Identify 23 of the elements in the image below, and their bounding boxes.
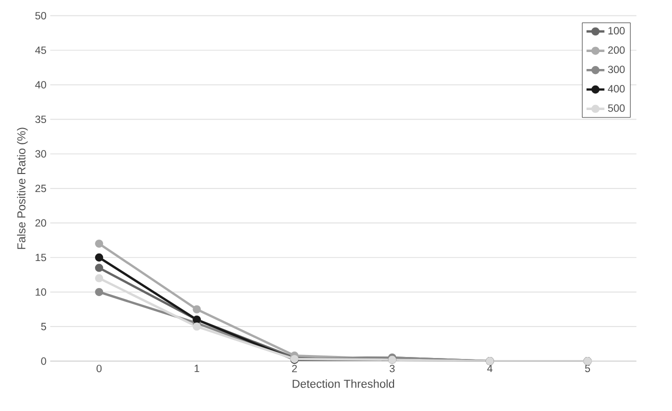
y-tick-label: 10 <box>36 288 46 296</box>
x-tick-label: 1 <box>194 364 200 372</box>
y-tick-label: 20 <box>35 219 46 226</box>
y-tick-label: 0 <box>41 357 46 365</box>
x-tick-label: 2 <box>292 364 297 372</box>
y-tick-label: 25 <box>35 184 46 192</box>
y-tick-label: 40 <box>35 80 46 88</box>
x-tick-label: 0 <box>96 364 102 372</box>
x-tick-label: 4 <box>487 364 492 372</box>
legend-label: 400 <box>608 84 625 92</box>
y-tick-label: 15 <box>36 254 46 261</box>
x-axis-title: Detection Threshold <box>292 379 394 388</box>
legend-label: 300 <box>608 66 625 73</box>
x-tick-label: 3 <box>390 364 395 372</box>
legend-label: 500 <box>608 104 625 112</box>
legend-label: 200 <box>608 46 625 54</box>
y-tick-label: 30 <box>35 150 46 158</box>
y-tick-label: 45 <box>35 46 46 54</box>
y-axis-title: False Positive Ratio (%) <box>16 128 28 249</box>
y-tick-label: 35 <box>35 115 46 123</box>
y-tick-label: 50 <box>35 12 46 20</box>
legend-label: 100 <box>608 26 625 34</box>
y-tick-label: 5 <box>41 322 46 330</box>
